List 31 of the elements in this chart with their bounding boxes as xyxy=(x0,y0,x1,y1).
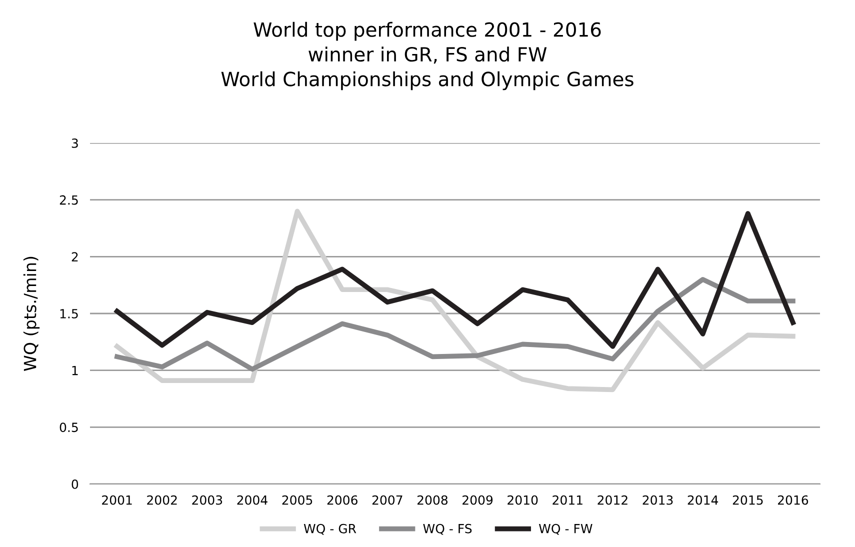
x-tick-label: 2015 xyxy=(732,495,763,505)
legend-label: WQ - FW xyxy=(538,524,592,535)
x-tick-label: 2003 xyxy=(192,495,222,505)
y-tick-label: 2 xyxy=(72,252,78,262)
x-tick-label: 2001 xyxy=(102,495,132,505)
x-tick-label: 2007 xyxy=(372,495,402,505)
x-tick-label: 2008 xyxy=(417,495,448,505)
legend-label: WQ - FS xyxy=(423,524,472,535)
x-tick-label: 2014 xyxy=(688,495,718,505)
x-tick-label: 2013 xyxy=(642,495,673,505)
x-tick-label: 2004 xyxy=(237,495,268,505)
y-tick-label: 0.5 xyxy=(60,422,78,432)
x-tick-label: 2009 xyxy=(462,495,493,505)
y-tick-label: 1 xyxy=(72,366,78,376)
line-series xyxy=(114,211,796,349)
y-tick-label: 3 xyxy=(72,138,78,148)
legend-label: WQ - GR xyxy=(304,524,356,535)
y-tick-label: 1.5 xyxy=(60,309,78,318)
y-tick-label: 0 xyxy=(72,479,78,489)
y-axis-title: WQ (pts./min) xyxy=(23,256,40,371)
chart-title: World top performance 2001 - 2016 winner in GR, FS and FW World Championships and Olympic Games xyxy=(221,22,634,90)
x-tick-label: 2012 xyxy=(598,495,628,505)
line-series xyxy=(114,276,796,372)
y-tick-label: 2.5 xyxy=(60,195,78,205)
x-tick-label: 2006 xyxy=(327,495,358,505)
x-tick-label: 2005 xyxy=(282,495,312,505)
x-tick-label: 2016 xyxy=(778,495,808,505)
line-series xyxy=(114,208,796,392)
x-tick-label: 2010 xyxy=(508,495,538,505)
x-tick-label: 2011 xyxy=(552,495,582,505)
x-tick-label: 2002 xyxy=(147,495,177,505)
